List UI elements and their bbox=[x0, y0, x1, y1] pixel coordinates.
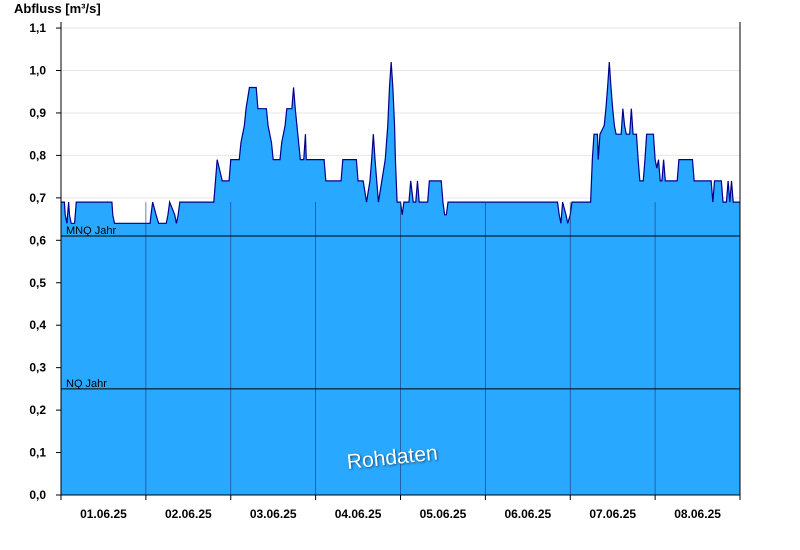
x-tick-label: 01.06.25 bbox=[80, 507, 127, 521]
reference-lines: MNQ Jahr NQ Jahr bbox=[61, 225, 740, 390]
reference-label: MNQ Jahr bbox=[66, 225, 116, 237]
y-tick-label: 1,1 bbox=[29, 21, 46, 35]
y-tick-label: 0,0 bbox=[29, 488, 46, 502]
x-tick-label: 04.06.25 bbox=[335, 507, 382, 521]
day-separators bbox=[145, 202, 656, 495]
reference-label: NQ Jahr bbox=[66, 378, 107, 390]
y-tick-label: 1,0 bbox=[29, 64, 46, 78]
y-tick-label: 0,9 bbox=[29, 106, 46, 120]
x-tick-label: 03.06.25 bbox=[250, 507, 297, 521]
y-tick-label: 0,3 bbox=[29, 361, 46, 375]
x-tick-label: 07.06.25 bbox=[589, 507, 636, 521]
y-tick-label: 0,1 bbox=[29, 446, 46, 460]
discharge-line bbox=[61, 61, 740, 224]
y-tick-label: 0,5 bbox=[29, 276, 46, 290]
x-tick-label: 08.06.25 bbox=[674, 507, 721, 521]
y-axis-title: Abfluss [m³/s] bbox=[14, 1, 101, 16]
x-ticks: 01.06.25 02.06.25 03.06.25 04.06.25 05.06.25… bbox=[60, 495, 741, 521]
x-tick-label: 02.06.25 bbox=[165, 507, 212, 521]
y-tick-label: 0,2 bbox=[29, 403, 46, 417]
y-tick-label: 0,7 bbox=[29, 191, 46, 205]
y-tick-label: 0,8 bbox=[29, 148, 46, 162]
x-tick-label: 05.06.25 bbox=[420, 507, 467, 521]
y-ticks: 0,0 0,1 0,2 0,3 0,4 0,5 0,6 0,7 0,8 0,9 1,0 1,1 bbox=[29, 21, 61, 502]
x-tick-label: 06.06.25 bbox=[504, 507, 551, 521]
y-tick-label: 0,4 bbox=[29, 318, 46, 332]
y-tick-label: 0,6 bbox=[29, 233, 46, 247]
